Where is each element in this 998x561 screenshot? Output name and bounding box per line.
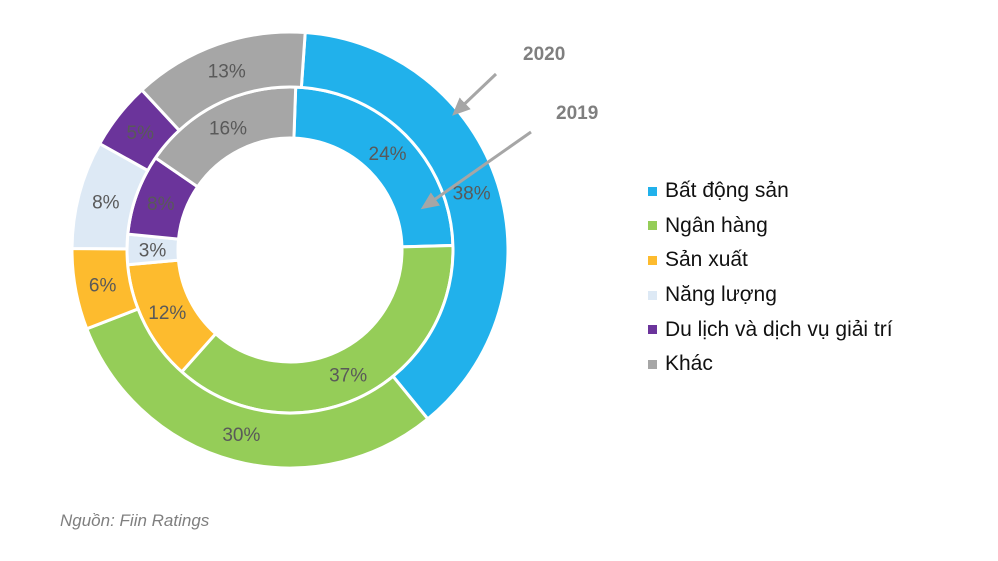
source-note: Nguồn: Fiin Ratings [60, 511, 210, 530]
slice-2020-1 [84, 307, 430, 470]
legend-label: Khác [665, 352, 713, 376]
slice-2020-5 [139, 30, 307, 133]
legend-label: Sản xuất [665, 248, 748, 272]
data-label-2019-2: 12% [148, 303, 186, 324]
data-label-2019-5: 16% [209, 118, 247, 139]
legend-swatch [648, 325, 657, 335]
legend-item: Ngân hàng [648, 209, 893, 244]
legend-label: Năng lượng [665, 283, 777, 307]
legend-label: Bất động sản [665, 179, 789, 203]
data-label-2019-3: 3% [139, 241, 167, 262]
legend-swatch [648, 221, 657, 231]
legend-item: Sản xuất [648, 243, 893, 278]
year-label-2020: 2020 [523, 44, 565, 65]
legend-swatch [648, 186, 657, 196]
legend-label: Du lịch và dịch vụ giải trí [665, 317, 893, 341]
data-label-2020-5: 13% [208, 61, 246, 82]
data-label-2019-4: 8% [147, 194, 175, 215]
data-label-2020-2: 6% [89, 275, 117, 296]
data-label-2019-0: 24% [369, 144, 407, 165]
legend-item: Khác [648, 347, 893, 382]
legend-item: Bất động sản [648, 174, 893, 209]
legend-swatch [648, 359, 657, 369]
data-label-2020-4: 5% [127, 123, 155, 144]
legend-swatch [648, 290, 657, 300]
legend: Bất động sản Ngân hàng Sản xuất Năng lượ… [648, 174, 893, 382]
legend-swatch [648, 255, 657, 265]
legend-item: Năng lượng [648, 278, 893, 313]
year-label-2019: 2019 [556, 103, 598, 124]
legend-label: Ngân hàng [665, 213, 768, 237]
data-label-2020-1: 30% [222, 425, 260, 446]
arrow-2020 [452, 72, 498, 116]
data-label-2020-0: 38% [453, 183, 491, 204]
arrow-2019 [420, 130, 532, 210]
data-label-2020-3: 8% [92, 192, 120, 213]
slice-2020-0 [299, 30, 510, 422]
data-label-2019-1: 37% [329, 366, 367, 387]
legend-item: Du lịch và dịch vụ giải trí [648, 312, 893, 347]
